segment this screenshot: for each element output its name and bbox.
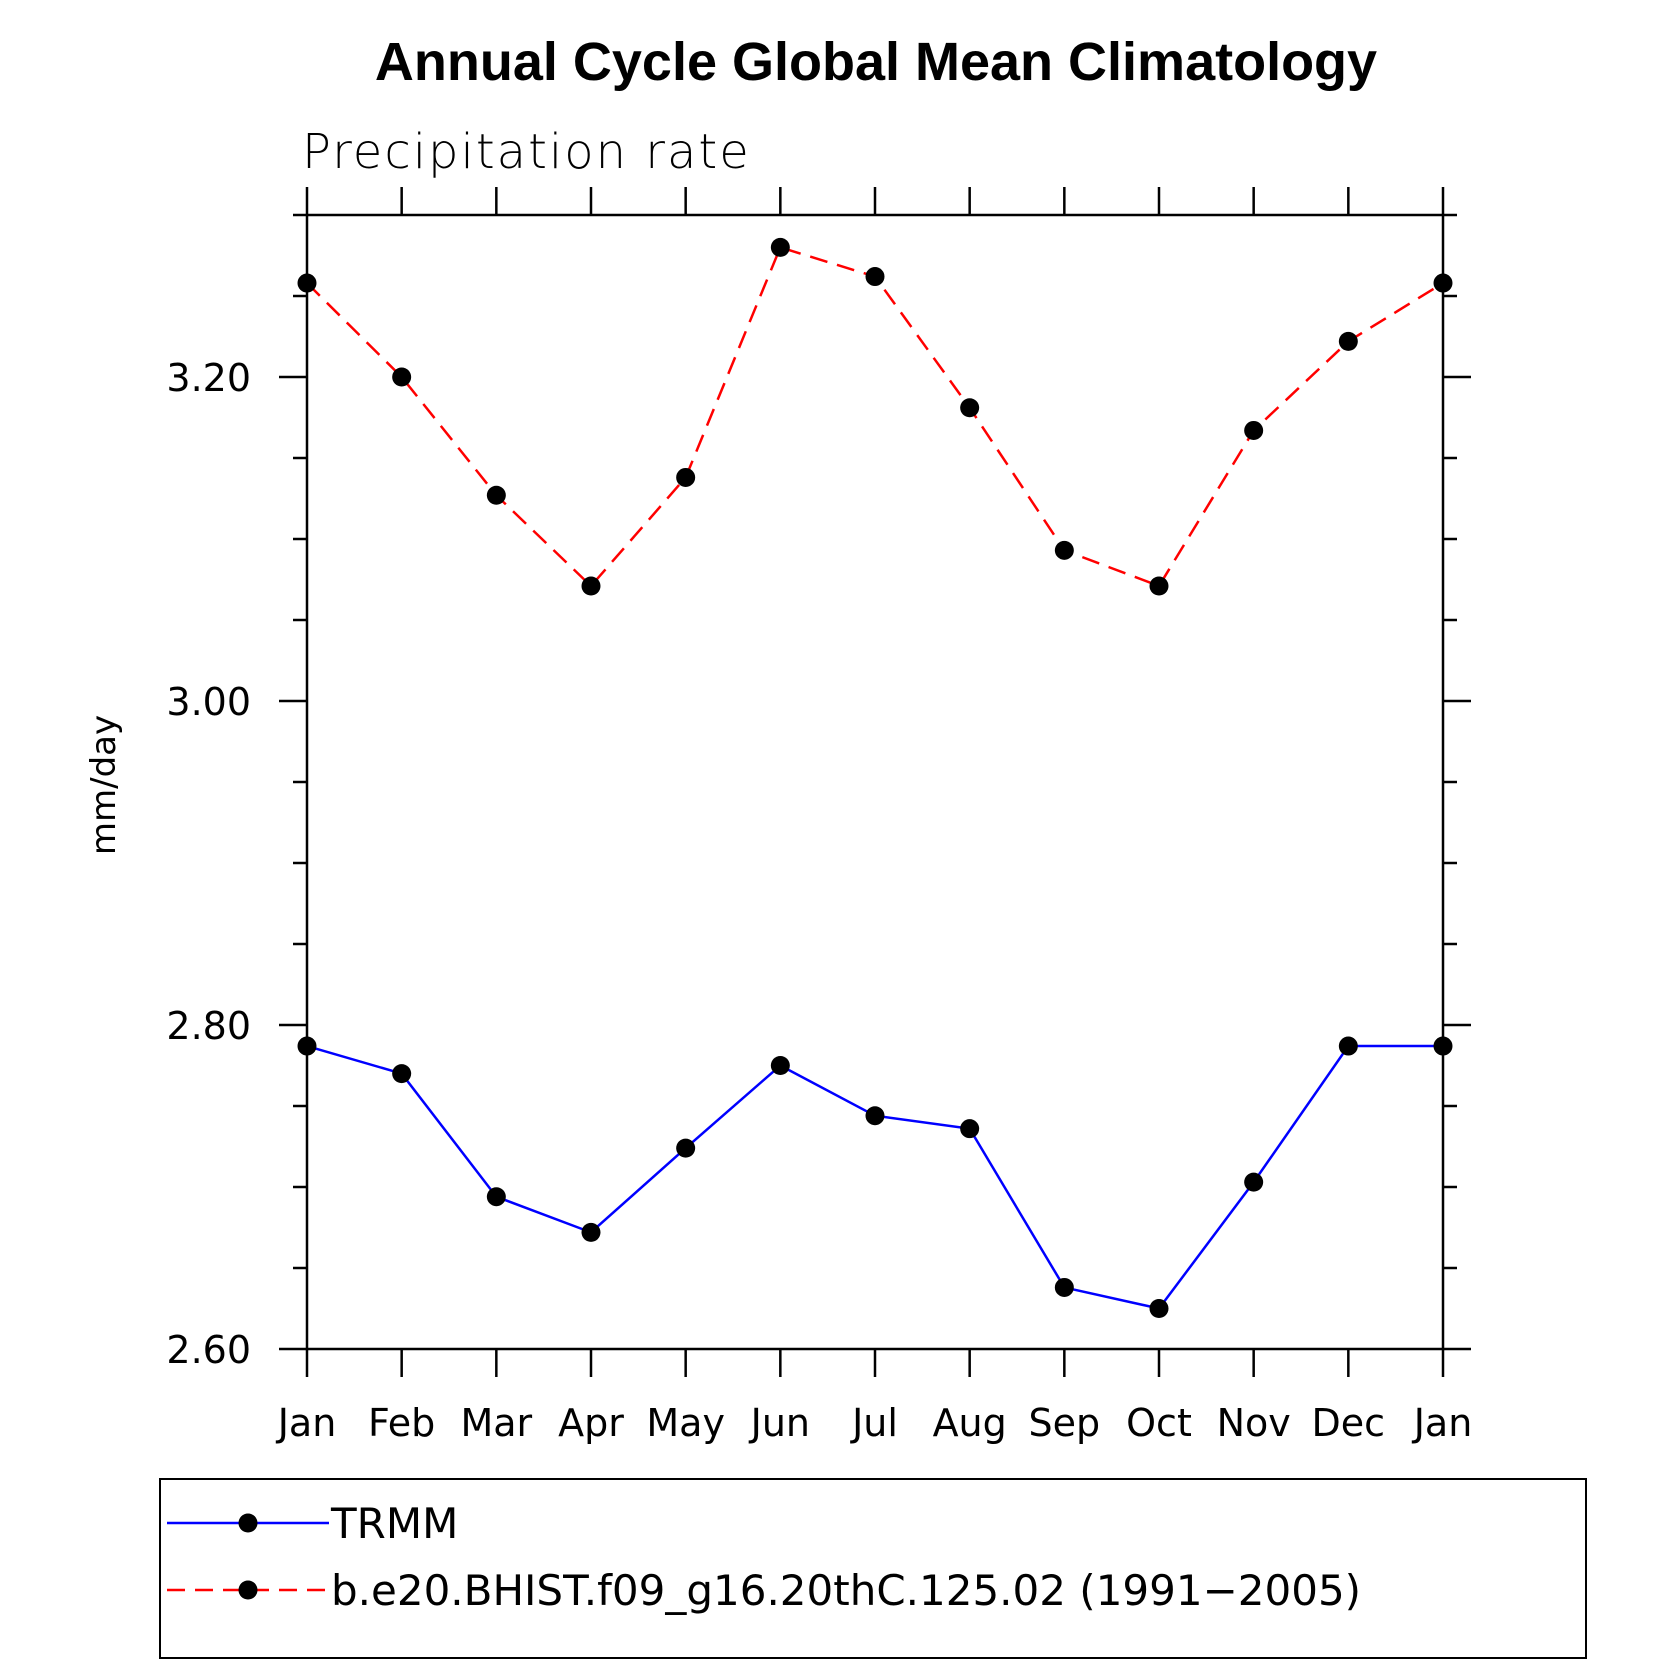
x-tick-label: Dec [1312,1401,1386,1445]
data-point [676,1138,696,1158]
data-point [1149,576,1169,596]
series-layer [297,237,1453,1318]
data-point [865,267,885,287]
data-point [1149,1299,1169,1318]
chart-title: Annual Cycle Global Mean Climatology [375,32,1377,92]
data-point [581,1222,601,1242]
x-tick-label: Jun [749,1401,810,1445]
data-point [1244,420,1264,440]
data-point [581,576,601,596]
data-point [865,1106,885,1126]
data-point [770,1056,790,1075]
y-axis-ticks: 3.20 3.00 2.80 2.60 [166,213,1471,1372]
data-point [1433,1036,1453,1056]
x-tick-label: May [646,1401,725,1445]
legend-marker [238,1580,258,1600]
legend-label: TRMM [330,1499,458,1548]
data-point [1054,540,1074,560]
data-point [297,1036,317,1056]
chart-subtitle: Precipitation rate [302,124,751,180]
y-tick-label: 3.00 [166,680,251,724]
data-point [960,398,980,418]
y-axis-label: mm/day [84,715,124,855]
plot-border [305,213,1445,1351]
y-tick-label: 2.60 [166,1328,251,1372]
legend-marker [238,1513,258,1533]
x-tick-label: Oct [1126,1401,1192,1445]
x-tick-label: Aug [933,1401,1007,1445]
data-point [770,237,790,257]
y-tick-label: 3.20 [166,356,251,400]
x-tick-label: Feb [368,1401,435,1445]
legend-box [159,1478,1587,1659]
plot-frame [305,213,1445,1351]
data-point [486,1187,506,1207]
data-point [960,1119,980,1139]
data-point [1338,331,1358,351]
x-tick-label: Jul [850,1401,898,1445]
data-point [676,467,696,487]
data-point [297,273,317,293]
x-tick-label: Mar [460,1401,532,1445]
data-point [486,485,506,505]
data-point [1338,1036,1358,1056]
legend: TRMM b.e20.BHIST.f09_g16.20thC.125.02 (19… [159,1478,1587,1659]
y-tick-label: 2.80 [166,1004,251,1048]
series-line-0 [306,1044,1443,1310]
legend-label: b.e20.BHIST.f09_g16.20thC.125.02 (1991−2… [331,1566,1361,1615]
data-point [392,367,412,387]
data-point [1244,1172,1264,1192]
series-line-1 [306,245,1444,588]
x-tick-label: Sep [1029,1401,1101,1445]
x-tick-label: Jan [276,1401,337,1445]
data-point [1054,1277,1074,1297]
x-tick-label: Jan [1412,1401,1473,1445]
x-axis-ticks: Jan Feb Mar Apr May Jun Jul Aug Sep Oct Nov Dec Jan [276,187,1473,1445]
data-point [392,1064,412,1084]
data-point [1433,273,1453,293]
x-tick-label: Apr [558,1401,624,1445]
x-tick-label: Nov [1217,1401,1291,1445]
